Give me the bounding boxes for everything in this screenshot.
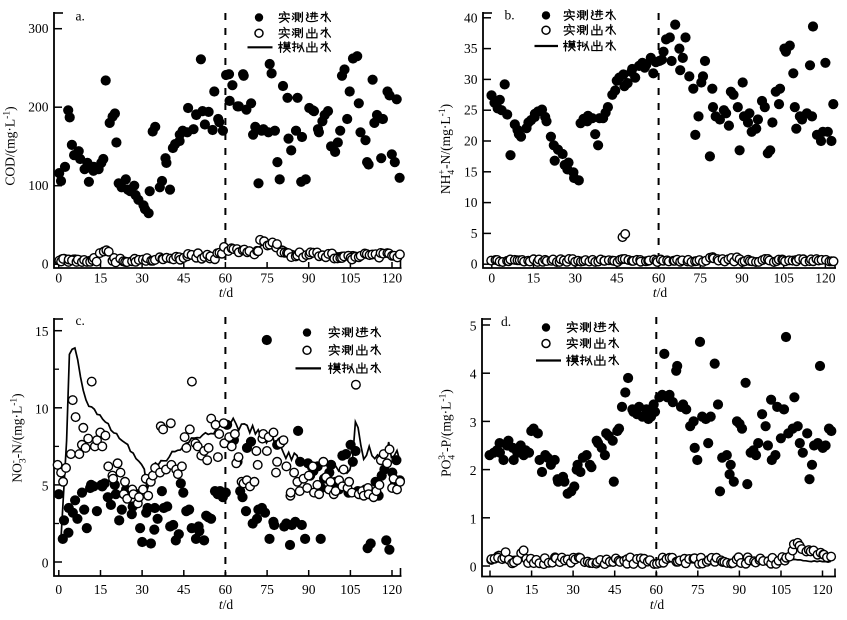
svg-text:30: 30 xyxy=(135,271,149,286)
svg-text:30: 30 xyxy=(566,582,580,597)
svg-text:t/d: t/d xyxy=(219,285,234,300)
svg-text:d.: d. xyxy=(501,314,511,329)
svg-text:3: 3 xyxy=(470,415,477,430)
svg-text:a.: a. xyxy=(76,9,85,24)
svg-text:5: 5 xyxy=(470,319,477,334)
svg-text:2: 2 xyxy=(470,463,477,478)
svg-text:0: 0 xyxy=(55,271,62,286)
svg-text:0: 0 xyxy=(42,556,49,571)
svg-text:15: 15 xyxy=(464,164,478,179)
svg-text:200: 200 xyxy=(28,100,49,115)
svg-text:105: 105 xyxy=(771,582,792,597)
svg-text:1: 1 xyxy=(470,511,477,526)
svg-text:100: 100 xyxy=(28,178,49,193)
svg-text:60: 60 xyxy=(650,582,664,597)
svg-text:5: 5 xyxy=(42,478,49,493)
svg-text:COD/(mg·L-1): COD/(mg·L-1) xyxy=(3,106,18,185)
svg-text:105: 105 xyxy=(340,271,361,286)
svg-text:t/d: t/d xyxy=(653,285,668,300)
svg-text:105: 105 xyxy=(340,582,361,597)
svg-text:60: 60 xyxy=(219,582,233,597)
svg-text:30: 30 xyxy=(464,72,478,87)
svg-text:300: 300 xyxy=(28,21,49,36)
svg-text:c.: c. xyxy=(76,313,85,328)
svg-text:25: 25 xyxy=(464,103,478,118)
svg-text:0: 0 xyxy=(487,582,494,597)
svg-text:75: 75 xyxy=(260,271,274,286)
svg-text:75: 75 xyxy=(260,582,274,597)
svg-text:90: 90 xyxy=(302,271,316,286)
svg-text:105: 105 xyxy=(774,271,795,286)
svg-text:15: 15 xyxy=(527,271,541,286)
svg-text:30: 30 xyxy=(568,271,582,286)
svg-text:15: 15 xyxy=(35,324,49,339)
svg-text:b.: b. xyxy=(505,8,515,23)
svg-text:60: 60 xyxy=(652,271,666,286)
svg-text:90: 90 xyxy=(733,582,747,597)
svg-text:4: 4 xyxy=(470,367,477,382)
svg-text:120: 120 xyxy=(382,271,403,286)
svg-text:10: 10 xyxy=(35,401,49,416)
svg-text:120: 120 xyxy=(382,582,403,597)
svg-text:75: 75 xyxy=(691,582,705,597)
svg-text:5: 5 xyxy=(471,226,478,241)
svg-text:0: 0 xyxy=(42,257,49,272)
svg-text:t/d: t/d xyxy=(650,597,665,612)
svg-text:120: 120 xyxy=(812,582,833,597)
svg-text:45: 45 xyxy=(177,582,191,597)
svg-text:15: 15 xyxy=(94,582,108,597)
svg-text:10: 10 xyxy=(464,195,478,210)
svg-text:30: 30 xyxy=(135,582,149,597)
svg-text:NO3--N/(mg·L-1): NO3--N/(mg·L-1) xyxy=(9,393,29,482)
svg-text:0: 0 xyxy=(55,582,62,597)
svg-text:0: 0 xyxy=(488,271,495,286)
svg-text:45: 45 xyxy=(177,271,191,286)
svg-text:60: 60 xyxy=(219,271,233,286)
svg-text:20: 20 xyxy=(464,134,478,149)
svg-text:15: 15 xyxy=(525,582,539,597)
svg-text:t/d: t/d xyxy=(219,597,234,612)
svg-text:35: 35 xyxy=(464,41,478,56)
svg-text:75: 75 xyxy=(694,271,708,286)
svg-text:120: 120 xyxy=(815,271,836,286)
svg-text:90: 90 xyxy=(302,582,316,597)
svg-text:0: 0 xyxy=(470,560,477,575)
svg-text:NH4+-N/(mg·L-1): NH4+-N/(mg·L-1) xyxy=(438,104,458,194)
svg-text:0: 0 xyxy=(471,257,478,272)
svg-text:45: 45 xyxy=(608,582,622,597)
svg-text:PO43--P/(mg·L-1): PO43--P/(mg·L-1) xyxy=(438,389,458,477)
svg-text:40: 40 xyxy=(464,10,478,25)
svg-text:45: 45 xyxy=(610,271,624,286)
svg-text:90: 90 xyxy=(735,271,749,286)
svg-text:15: 15 xyxy=(94,271,108,286)
